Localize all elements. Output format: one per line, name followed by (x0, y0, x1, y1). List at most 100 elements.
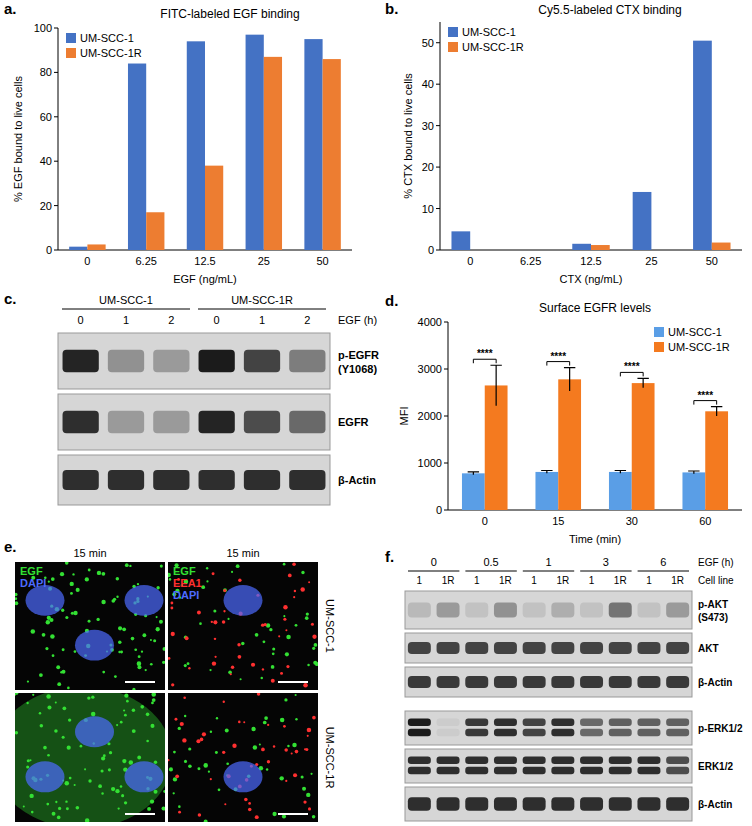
lane-label: 1R (499, 575, 512, 586)
punctum (168, 657, 170, 660)
chart-title: FITC-labeled EGF binding (160, 7, 299, 21)
punctum (74, 784, 76, 786)
punctum (197, 767, 200, 770)
punctum (55, 701, 57, 703)
group-line (523, 571, 574, 572)
punctum (88, 779, 91, 782)
punctum (132, 688, 135, 690)
punctum (171, 632, 175, 636)
blot-strip (405, 633, 692, 663)
y-tick (54, 72, 58, 73)
band (666, 676, 689, 688)
punctum (40, 724, 44, 728)
punctum (283, 725, 286, 728)
punctum (280, 672, 283, 675)
punctum (259, 743, 261, 745)
punctum (68, 718, 71, 721)
band (408, 756, 431, 763)
y-tick-label: 20 (422, 161, 434, 173)
lane-label: 0 (214, 314, 220, 326)
punctum (39, 712, 42, 715)
punctum (114, 675, 117, 678)
band (494, 602, 517, 617)
punctum (73, 611, 77, 615)
channel-label: EGF (20, 565, 43, 577)
punctum (96, 618, 99, 621)
punctum (132, 729, 136, 733)
punctum (137, 665, 141, 669)
lane-label: 1 (531, 575, 537, 586)
band (523, 756, 546, 763)
bracket (620, 372, 643, 376)
punctum (54, 729, 58, 733)
punctum (171, 602, 174, 605)
bar (705, 411, 728, 510)
punctum (272, 812, 276, 816)
band (637, 767, 660, 774)
band (199, 411, 235, 433)
punctum (156, 616, 158, 618)
punctum (154, 790, 158, 794)
chart-title: Cy5.5-labeled CTX binding (538, 3, 681, 17)
punctum (178, 811, 181, 814)
band (551, 797, 574, 811)
band (437, 602, 460, 617)
y-tick (436, 250, 440, 251)
bracket (694, 401, 717, 405)
punctum (306, 793, 310, 797)
punctum (171, 683, 174, 686)
band (437, 767, 460, 774)
group-line (408, 571, 459, 572)
x-tick-label: 6.25 (520, 255, 541, 267)
punctum (284, 748, 288, 752)
punctum (285, 652, 289, 656)
punctum (311, 623, 314, 626)
punctum (62, 648, 65, 651)
band (408, 676, 431, 688)
punctum (27, 680, 29, 682)
channel-label: EEA1 (173, 577, 202, 589)
chart-title: Surface EGFR levels (539, 301, 651, 315)
punctum (122, 627, 126, 631)
punctum (137, 661, 142, 666)
punctum (124, 694, 128, 698)
band (580, 756, 603, 763)
punctum (188, 764, 192, 768)
punctum (111, 787, 115, 791)
panel-label: e. (4, 538, 17, 555)
time-label: 1 (545, 556, 551, 568)
band (494, 767, 517, 774)
punctum (51, 577, 55, 581)
band (666, 756, 689, 763)
punctum (101, 600, 105, 604)
punctum (150, 663, 153, 666)
punctum (150, 639, 152, 641)
row-label: AKT (698, 643, 719, 654)
punctum (76, 588, 80, 592)
punctum (120, 721, 123, 724)
band (523, 797, 546, 811)
y-tick-label: 30 (422, 120, 434, 132)
punctum (248, 808, 252, 812)
punctum (67, 687, 70, 690)
punctum (151, 702, 154, 705)
x-tick-label: 6.25 (135, 255, 156, 267)
band (551, 729, 574, 736)
x-axis-label: EGF (ng/mL) (173, 273, 237, 285)
punctum (211, 621, 213, 623)
punctum (251, 663, 255, 667)
punctum (134, 648, 137, 651)
y-axis (58, 28, 59, 250)
punctum (203, 763, 208, 768)
band (153, 350, 189, 372)
punctum (269, 628, 272, 631)
punctum (98, 784, 102, 788)
punctum (273, 745, 275, 747)
punctum (151, 693, 155, 697)
band (551, 756, 574, 763)
blot-strip (58, 333, 330, 389)
lane-label: 1 (646, 575, 652, 586)
micrograph (15, 562, 165, 690)
punctum (46, 694, 51, 699)
punctum (287, 745, 289, 747)
